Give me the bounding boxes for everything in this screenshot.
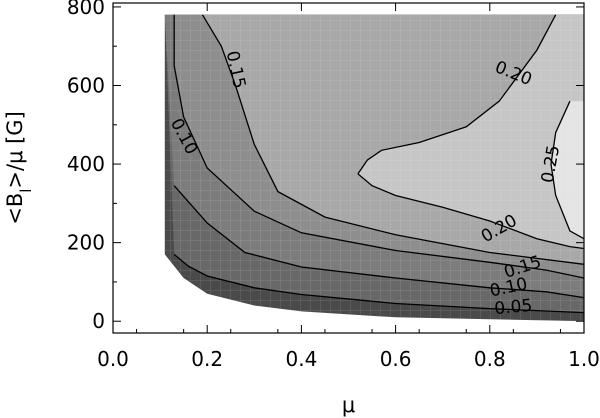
contour-line-005-0 xyxy=(173,253,584,314)
grid-texture xyxy=(164,14,584,322)
y-axis: 0 200 400 600 800 xyxy=(67,0,584,333)
y-tick-label: 400 xyxy=(67,152,105,176)
y-axis-label-pre: <B xyxy=(3,193,27,225)
x-axis-label: μ xyxy=(342,393,355,417)
y-axis-label-post: >/μ [G] xyxy=(3,111,27,188)
plot-fill xyxy=(164,14,584,322)
contour-line-020-5 xyxy=(357,14,557,175)
x-tick-label: 0.0 xyxy=(97,347,129,371)
x-tick-label: 0.8 xyxy=(474,347,506,371)
x-tick-label: 0.2 xyxy=(191,347,223,371)
y-axis-label-sub: l xyxy=(17,189,35,193)
y-axis-label: <Bl>/μ [G] xyxy=(3,111,35,225)
y-tick-label: 0 xyxy=(92,309,105,333)
contour-label-0: 0.05 xyxy=(494,296,533,319)
y-tick-label: 200 xyxy=(67,231,105,255)
contour-line-025-7 xyxy=(550,100,584,240)
y-tick-label: 800 xyxy=(67,0,105,19)
contour-lines xyxy=(173,14,584,314)
x-tick-label: 0.4 xyxy=(285,347,317,371)
fill-bands xyxy=(164,14,584,322)
contour-line-020-6 xyxy=(357,173,584,250)
contour-line-015-3 xyxy=(201,14,584,265)
contour-line-010-1 xyxy=(173,185,584,299)
contour-line-010-2 xyxy=(173,14,584,279)
x-tick-label: 0.6 xyxy=(380,347,412,371)
plot-frame xyxy=(112,2,585,334)
x-tick-label: 1.0 xyxy=(568,347,600,371)
x-axis: 0.0 0.2 0.4 0.6 0.8 1.0 xyxy=(97,3,600,371)
y-tick-label: 600 xyxy=(67,74,105,98)
